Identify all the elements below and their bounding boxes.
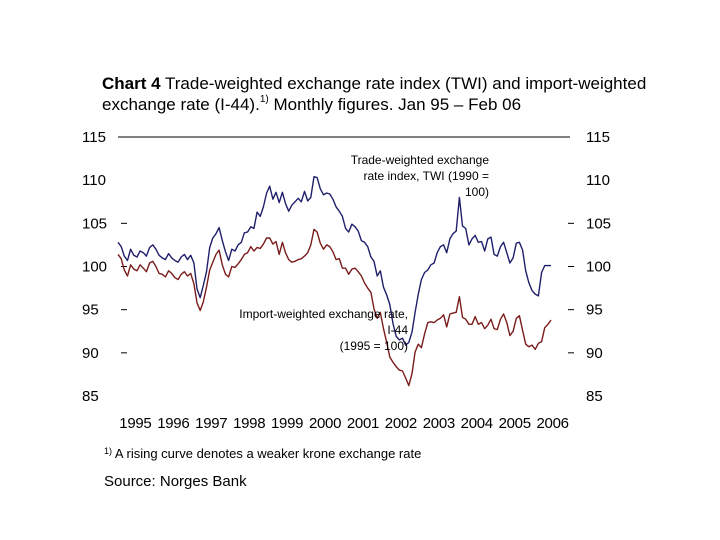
twi-annotation-line: 100) (465, 185, 489, 199)
y-tick-label-right: 85 (586, 388, 603, 405)
footnote-marker: 1) (104, 446, 113, 456)
y-tick-label-right: 105 (586, 215, 611, 232)
y-tick-label-left: 85 (82, 388, 99, 405)
y-tick-label-right: 90 (586, 345, 603, 362)
x-tick-label: 2003 (423, 415, 455, 432)
x-tick-label: 2001 (347, 415, 379, 432)
y-tick-label-left: 110 (82, 172, 106, 189)
i44-annotation-line: I-44 (387, 323, 408, 337)
source-note: Source: Norges Bank (104, 473, 247, 490)
twi-annotation-line: rate index, TWI (1990 = (363, 169, 489, 183)
chart-title-text: Trade-weighted exchange rate index (TWI)… (102, 74, 647, 114)
i44-annotation-line: (1995 = 100) (340, 339, 408, 353)
y-tick-label-left: 115 (82, 129, 106, 146)
x-tick-label: 1997 (195, 415, 227, 432)
x-tick-label: 1995 (119, 415, 151, 432)
x-tick-label: 2002 (385, 415, 417, 432)
x-tick-label: 2006 (537, 415, 569, 432)
chart-number: Chart 4 (102, 74, 161, 93)
footnote-reference: 1) (259, 94, 269, 105)
chart-title-suffix: Monthly figures. Jan 95 – Feb 06 (273, 95, 522, 114)
y-tick-label-left: 95 (82, 302, 99, 319)
y-tick-label-left: 100 (82, 259, 107, 276)
i44-series-line (117, 228, 552, 387)
y-tick-label-right: 95 (586, 302, 603, 319)
x-tick-label: 2000 (309, 415, 341, 432)
y-tick-label-right: 100 (586, 259, 611, 276)
i44-annotation-line: Import-weighted exchange rate, (239, 307, 408, 321)
chart-title: Chart 4 Trade-weighted exchange rate ind… (102, 73, 692, 115)
footnote: 1) A rising curve denotes a weaker krone… (104, 446, 421, 461)
y-tick-label-right: 110 (586, 172, 610, 189)
x-tick-label: 1998 (233, 415, 265, 432)
x-tick-label: 2005 (499, 415, 531, 432)
y-tick-label-right: 115 (586, 129, 610, 146)
y-tick-label-left: 90 (82, 345, 99, 362)
x-tick-label: 1996 (157, 415, 189, 432)
x-tick-label: 1999 (271, 415, 303, 432)
x-tick-label: 2004 (461, 415, 493, 432)
twi-annotation-line: Trade-weighted exchange (351, 153, 490, 167)
footnote-text: A rising curve denotes a weaker krone ex… (114, 446, 422, 461)
y-tick-label-left: 105 (82, 215, 107, 232)
twi-series-line (117, 175, 551, 346)
